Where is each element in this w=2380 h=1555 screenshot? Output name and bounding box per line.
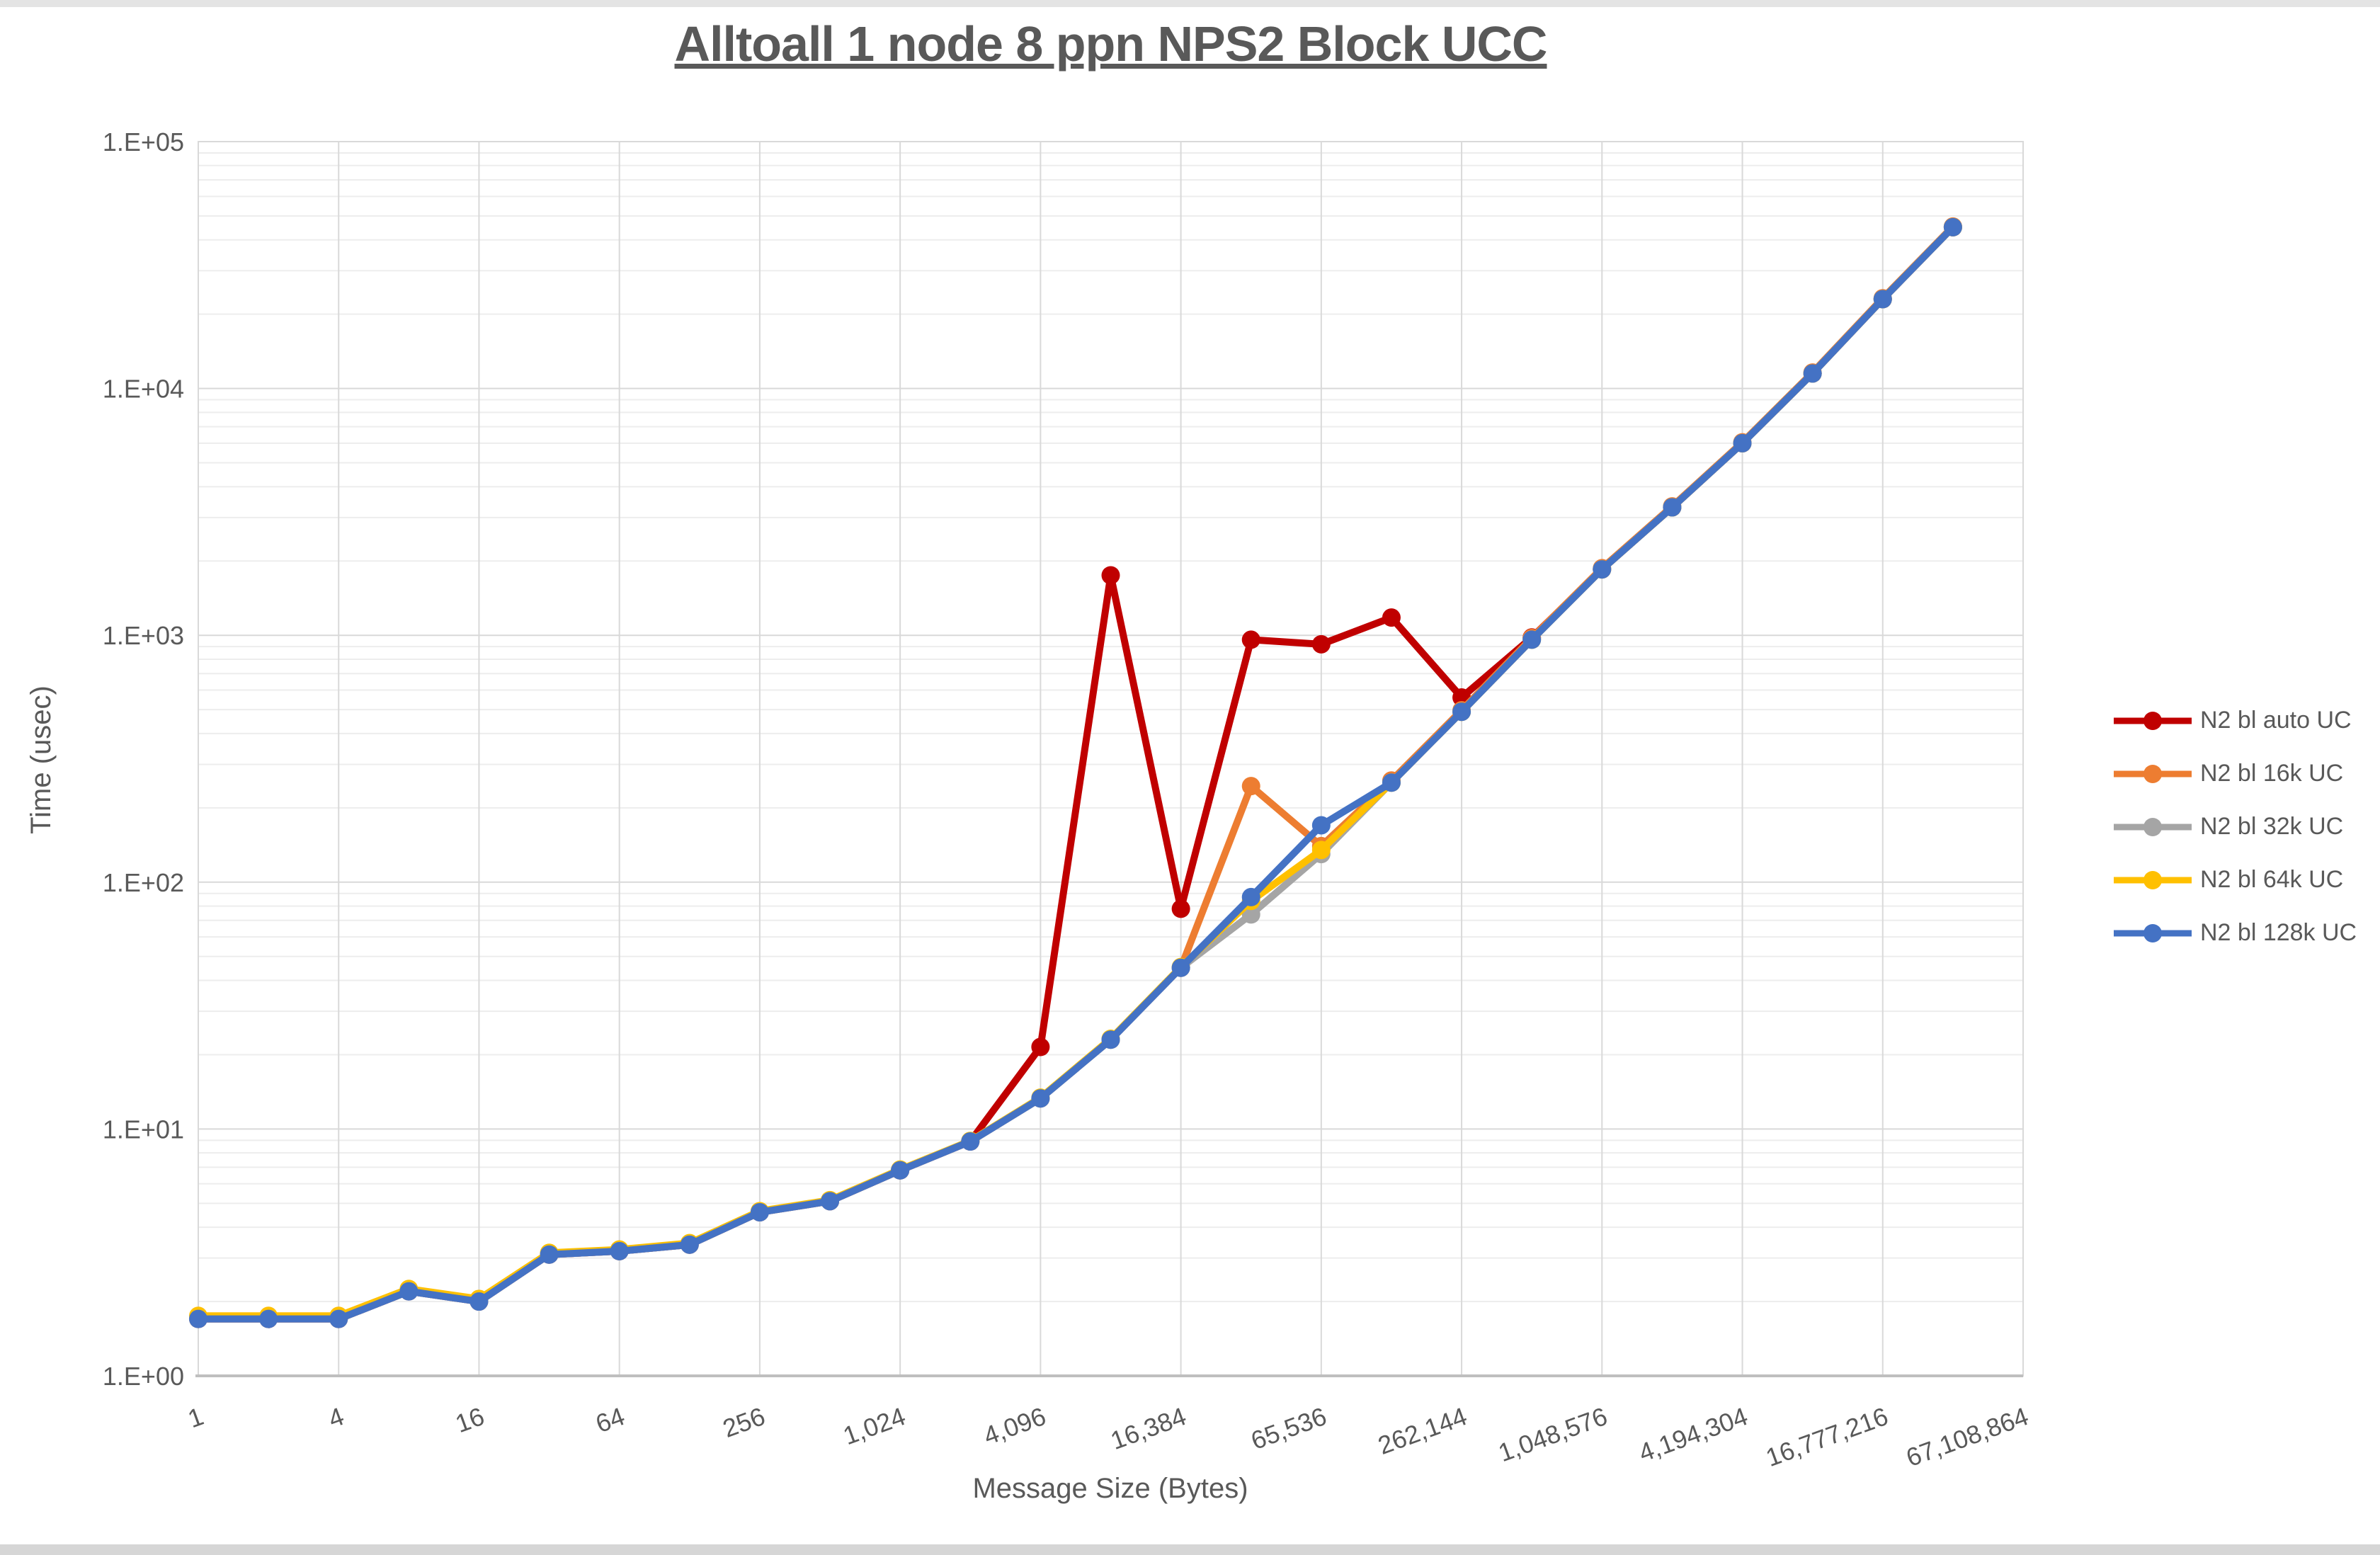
data-point-n2-bl-128k-uc (540, 1245, 559, 1264)
legend-marker-icon (2143, 711, 2162, 730)
series-line-n2-bl-128k-uc (198, 224, 1956, 1323)
plot-border (198, 141, 2024, 1377)
data-point-n2-bl-128k-uc (399, 1282, 419, 1301)
x-tick-label: 256 (719, 1401, 768, 1443)
x-tick-label: 16 (452, 1401, 489, 1438)
data-point-n2-bl-128k-uc (1663, 498, 1682, 517)
data-point-n2-bl-128k-uc (1522, 630, 1542, 649)
y-tick-label: 1.E+00 (103, 1362, 184, 1391)
y-tick-label: 1.E+05 (103, 127, 184, 156)
data-point-n2-bl-128k-uc (680, 1235, 699, 1254)
x-tick-label: 4 (324, 1401, 348, 1433)
data-point-n2-bl-128k-uc (469, 1292, 489, 1311)
x-tick-label: 4,194,304 (1635, 1401, 1752, 1467)
x-tick-label: 64 (592, 1401, 629, 1438)
data-point-n2-bl-128k-uc (1943, 217, 1962, 237)
window-edge-top (0, 0, 2380, 7)
legend-marker-icon (2143, 817, 2162, 836)
legend-swatch-icon (2114, 870, 2192, 889)
legend-label: N2 bl 16k UC (2200, 760, 2344, 787)
data-point-n2-bl-128k-uc (259, 1309, 278, 1328)
data-point-n2-bl-128k-uc (961, 1132, 980, 1151)
data-point-n2-bl-128k-uc (610, 1241, 629, 1260)
data-point-n2-bl-128k-uc (1311, 816, 1331, 835)
legend-label: N2 bl 32k UC (2200, 813, 2344, 840)
data-point-n2-bl-auto-uc (1031, 1037, 1050, 1056)
legend-swatch-icon (2114, 711, 2192, 730)
legend-marker-icon (2143, 764, 2162, 783)
legend-swatch-icon (2114, 764, 2192, 783)
x-axis-title: Message Size (Bytes) (972, 1473, 1248, 1504)
data-point-n2-bl-128k-uc (1873, 290, 1892, 309)
y-tick-label: 1.E+03 (103, 621, 184, 650)
data-point-n2-bl-128k-uc (1241, 887, 1260, 906)
x-tick-label: 1 (184, 1401, 207, 1433)
data-point-n2-bl-auto-uc (1101, 566, 1120, 585)
window-edge-bottom (0, 1544, 2380, 1555)
legend-label: N2 bl 128k UC (2200, 919, 2357, 946)
legend-item: N2 bl 64k UC (2114, 853, 2380, 906)
data-point-n2-bl-128k-uc (821, 1192, 840, 1211)
data-point-n2-bl-auto-uc (1241, 630, 1260, 649)
data-point-n2-bl-auto-uc (1311, 634, 1331, 654)
series-line-n2-bl-auto-uc (198, 224, 1956, 1323)
legend-label: N2 bl auto UC (2200, 707, 2352, 734)
data-point-n2-bl-64k-uc (1311, 841, 1331, 860)
x-tick-label: 262,144 (1374, 1401, 1470, 1460)
data-point-n2-bl-128k-uc (189, 1309, 207, 1328)
legend-item: N2 bl 128k UC (2114, 906, 2380, 959)
legend: N2 bl auto UC N2 bl 16k UC N2 bl 32k UC N2 … (2114, 694, 2380, 959)
data-point-n2-bl-128k-uc (1593, 560, 1612, 579)
legend-item: N2 bl auto UC (2114, 694, 2380, 747)
x-tick-label: 16,777,216 (1762, 1401, 1891, 1472)
data-point-n2-bl-128k-uc (1733, 433, 1752, 452)
data-point-n2-bl-128k-uc (1031, 1089, 1050, 1108)
y-axis-title: Time (usec) (25, 685, 57, 834)
x-tick-label: 65,536 (1247, 1401, 1330, 1455)
legend-swatch-icon (2114, 817, 2192, 836)
series-line-n2-bl-32k-uc (198, 224, 1956, 1323)
y-tick-label: 1.E+01 (103, 1115, 184, 1144)
data-point-n2-bl-auto-uc (1382, 608, 1401, 627)
x-tick-label: 1,048,576 (1495, 1401, 1612, 1467)
x-tick-label: 1,024 (839, 1401, 909, 1450)
legend-item: N2 bl 16k UC (2114, 747, 2380, 800)
data-point-n2-bl-128k-uc (891, 1161, 910, 1180)
legend-item: N2 bl 32k UC (2114, 800, 2380, 853)
legend-marker-icon (2143, 870, 2162, 889)
x-tick-label: 67,108,864 (1902, 1401, 2032, 1472)
y-tick-label: 1.E+04 (103, 375, 184, 404)
legend-label: N2 bl 64k UC (2200, 866, 2344, 893)
data-point-n2-bl-128k-uc (1171, 958, 1190, 977)
data-point-n2-bl-16k-uc (1241, 777, 1260, 796)
data-point-n2-bl-128k-uc (1382, 773, 1401, 792)
y-tick-label: 1.E+02 (103, 868, 184, 897)
series-line-n2-bl-16k-uc (198, 224, 1956, 1323)
x-tick-label: 16,384 (1107, 1401, 1190, 1455)
legend-marker-icon (2143, 923, 2162, 942)
data-point-n2-bl-128k-uc (750, 1202, 769, 1221)
data-point-n2-bl-128k-uc (1803, 364, 1822, 383)
legend-swatch-icon (2114, 923, 2192, 942)
data-point-n2-bl-128k-uc (1101, 1030, 1120, 1049)
x-tick-label: 4,096 (979, 1401, 1049, 1450)
data-point-n2-bl-128k-uc (1452, 702, 1471, 722)
data-point-n2-bl-auto-uc (1171, 899, 1190, 918)
data-point-n2-bl-128k-uc (329, 1309, 348, 1328)
chart-title: Alltoall 1 node 8 ppn NPS2 Block UCC (674, 16, 1548, 72)
